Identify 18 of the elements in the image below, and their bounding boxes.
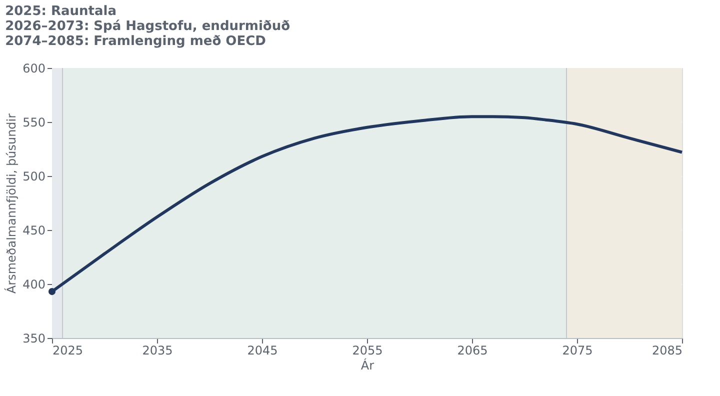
y-tick-label: 600 <box>22 62 46 76</box>
x-tick-label: 2045 <box>247 344 278 358</box>
text: 2074–2085: Framlenging með OECD <box>5 34 266 49</box>
text: 2026–2073: Spá Hagstofu, endurmiðuð <box>5 19 290 34</box>
text: 2025: Rauntala <box>5 4 117 19</box>
y-tick-label: 400 <box>22 278 46 292</box>
y-tick-label: 350 <box>22 332 46 346</box>
x-tick-label: 2075 <box>562 344 593 358</box>
y-tick-label: 450 <box>22 224 46 238</box>
x-tick-label: 2025 <box>52 344 84 358</box>
x-tick-label: 2055 <box>352 344 383 358</box>
x-axis-title: Ár <box>360 358 374 372</box>
x-tick-label: 2085 <box>652 344 682 358</box>
y-axis-title: Ársmeðalmannfjöldi, þúsundir <box>4 113 19 294</box>
y-tick-label: 500 <box>22 170 46 184</box>
x-tick-label: 2035 <box>142 344 173 358</box>
y-tick-label: 550 <box>22 116 46 130</box>
x-tick-label: 2065 <box>457 344 488 358</box>
